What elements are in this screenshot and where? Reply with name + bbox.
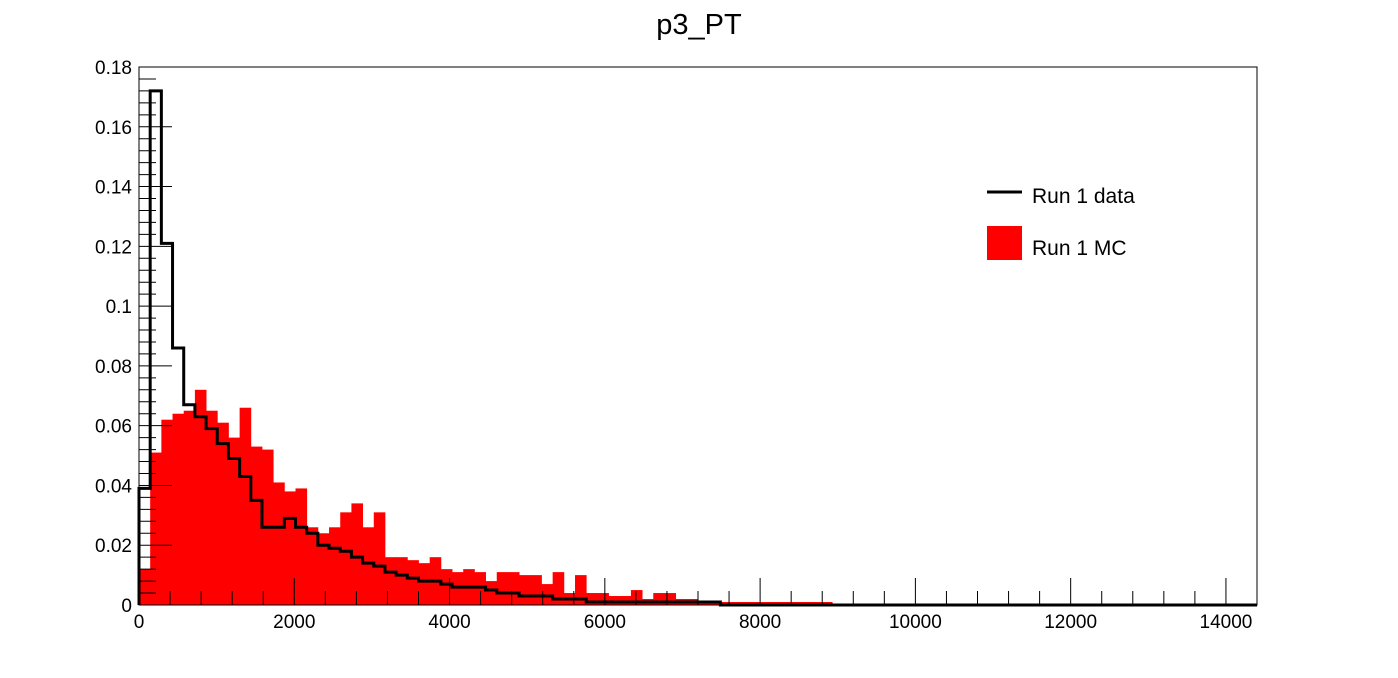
mc-bar	[295, 488, 308, 605]
y-tick-label: 0.12	[95, 237, 132, 258]
mc-bar	[630, 590, 643, 605]
mc-bar	[306, 527, 319, 605]
y-tick-label: 0.06	[95, 417, 132, 438]
data-step-line	[137, 89, 1257, 607]
mc-bar	[194, 389, 207, 605]
legend-mc-label: Run 1 MC	[1032, 237, 1127, 260]
mc-bar	[317, 533, 330, 605]
mc-bar	[239, 407, 252, 605]
x-tick-label: 10000	[889, 612, 942, 633]
y-tick-label: 0.08	[95, 357, 132, 378]
mc-bar	[418, 563, 431, 605]
mc-bar	[586, 593, 598, 605]
x-tick-label: 8000	[739, 612, 781, 633]
mc-bar	[139, 569, 151, 605]
mc-bar	[351, 503, 363, 605]
mc-bar	[530, 575, 542, 605]
mc-bar	[373, 512, 386, 605]
mc-bar	[507, 572, 520, 605]
mc-bar	[653, 593, 665, 605]
mc-bar	[664, 593, 677, 605]
y-tick-label: 0.04	[95, 476, 132, 497]
axes: 0 2000 4000 6000 8000 10000 12000 14000 0 0.02 0.0…	[95, 58, 1258, 633]
mc-bar	[340, 512, 352, 605]
legend-data-label: Run 1 data	[1032, 185, 1135, 208]
mc-bar	[552, 572, 565, 605]
mc-bar	[217, 422, 229, 605]
mc-bar	[384, 557, 397, 605]
mc-bar	[485, 581, 498, 605]
legend: Run 1 data Run 1 MC	[987, 185, 1135, 260]
mc-bars	[139, 389, 833, 605]
mc-bar	[407, 560, 419, 605]
mc-bar	[150, 452, 162, 605]
mc-bar	[273, 482, 285, 605]
x-tick-label: 6000	[584, 612, 626, 633]
mc-bar	[575, 575, 587, 605]
y-tick-label: 0.02	[95, 536, 132, 557]
x-tick-label: 14000	[1200, 612, 1253, 633]
mc-bar	[161, 419, 173, 605]
y-tick-label: 0.16	[95, 118, 132, 139]
x-tick-label: 4000	[428, 612, 470, 633]
mc-bar	[250, 446, 263, 605]
mc-bar	[362, 527, 375, 605]
mc-bar	[597, 593, 609, 605]
mc-bar	[206, 410, 218, 605]
y-tick-label: 0.18	[95, 58, 132, 79]
mc-bar	[440, 569, 453, 605]
mc-bar	[183, 410, 196, 605]
mc-bar	[496, 572, 509, 605]
x-tick-label: 2000	[273, 612, 315, 633]
mc-bar	[519, 575, 531, 605]
y-tick-label: 0	[121, 596, 132, 617]
mc-bar	[329, 527, 341, 605]
chart-title: p3_PT	[656, 9, 742, 41]
legend-mc-swatch	[987, 226, 1022, 260]
mc-bar	[228, 437, 241, 605]
y-tick-label: 0.1	[106, 297, 132, 318]
y-tick-label: 0.14	[95, 178, 132, 199]
x-tick-label: 12000	[1044, 612, 1097, 633]
x-tick-label: 0	[134, 612, 145, 633]
mc-bar	[396, 557, 408, 605]
mc-bar	[172, 413, 185, 605]
mc-bar	[284, 491, 296, 605]
